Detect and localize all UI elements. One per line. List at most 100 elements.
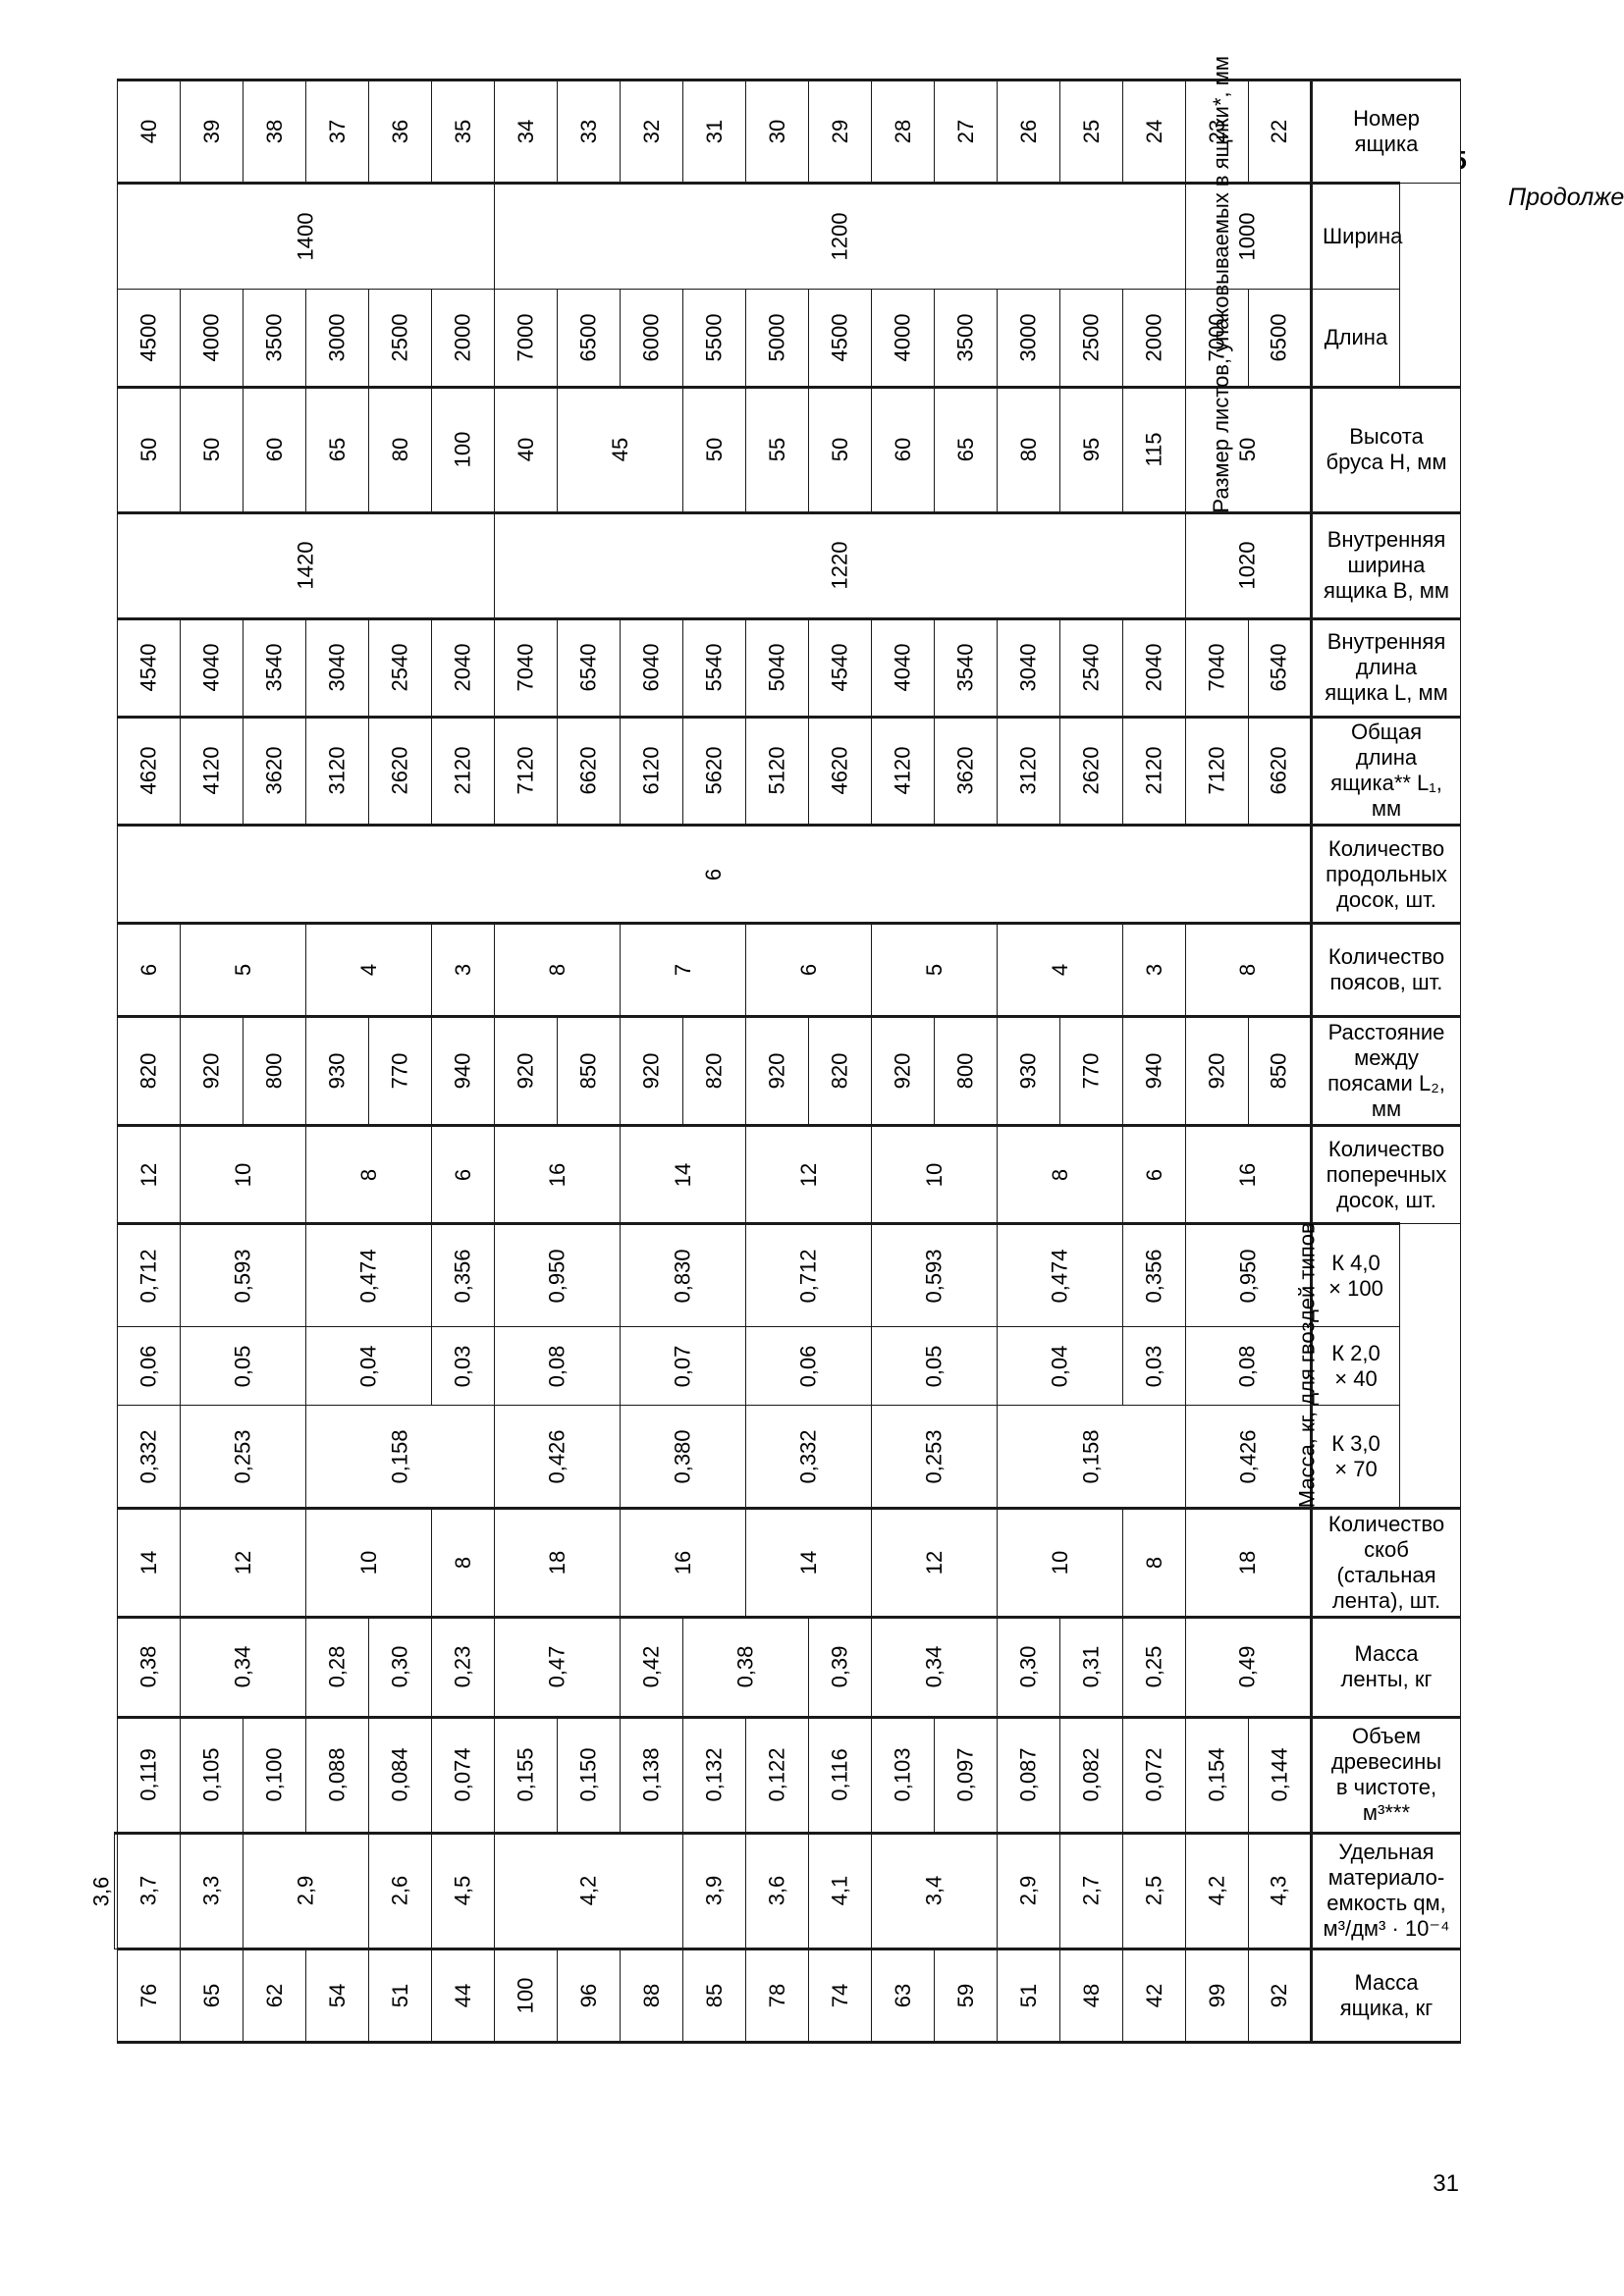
cell: 0,05 <box>871 1326 998 1406</box>
cell: 8 <box>431 1508 495 1618</box>
rotated-table-block: Продолжение таблицы Г.1 Масса ящика, кг … <box>89 56 1624 2044</box>
cell: 920 <box>745 1016 809 1126</box>
cell: 18 <box>494 1508 621 1618</box>
cell: 32 <box>620 80 683 184</box>
cell: 0,084 <box>368 1717 432 1834</box>
cell: 0,04 <box>997 1326 1123 1406</box>
table-row: Размер листов, упаковываемых в ящики*, м… <box>115 56 1461 512</box>
cell: 7040 <box>1185 618 1249 718</box>
cell: 3 <box>1122 923 1186 1017</box>
cell: 45 <box>557 387 683 513</box>
page-number: 31 <box>1433 2170 1459 2197</box>
cell: 0,42 <box>620 1617 683 1718</box>
cell: 6 <box>117 923 181 1017</box>
cell: 0,132 <box>682 1717 746 1834</box>
cell: 26 <box>997 80 1060 184</box>
cell: 50 <box>1185 387 1312 513</box>
cell: 0,49 <box>1185 1617 1312 1718</box>
cell: 65 <box>934 387 998 513</box>
row-label-long-boards: Количество продольных досок, шт. <box>1311 825 1461 924</box>
cell: 3,6 <box>745 1833 809 1949</box>
cell: 5 <box>180 923 306 1017</box>
cell: 7 <box>620 923 746 1017</box>
cell: 6040 <box>620 618 683 718</box>
cell: 74 <box>808 1949 872 2043</box>
cell: 6120 <box>620 717 683 826</box>
cell: 7040 <box>494 618 558 718</box>
cell: 4,3 <box>1248 1833 1312 1949</box>
cell: 6620 <box>1248 717 1312 826</box>
cell: 2040 <box>431 618 495 718</box>
cell: 0,712 <box>745 1223 872 1327</box>
cell: 5 <box>871 923 998 1017</box>
cell: 0,23 <box>431 1617 495 1718</box>
cell: 0,103 <box>871 1717 935 1834</box>
cell: 40 <box>494 387 558 513</box>
cell: 100 <box>431 387 495 513</box>
cell: 2000 <box>1122 289 1186 388</box>
cell: 8 <box>1122 1508 1186 1618</box>
cell: 39 <box>180 80 244 184</box>
table-caption: Продолжение таблицы Г.1 <box>1508 184 1624 211</box>
cell: 3540 <box>243 618 306 718</box>
cell: 14 <box>620 1125 746 1224</box>
table-row: Высота бруса H, мм 50 115 95 80 65 60 50… <box>115 387 1461 513</box>
cell: 3540 <box>934 618 998 718</box>
cell: 8 <box>494 923 621 1017</box>
cell: 6000 <box>620 289 683 388</box>
row-label-staples-count: Количество скоб (стальная лента), шт. <box>1311 1508 1461 1618</box>
cell: 0,119 <box>117 1717 181 1834</box>
cell: 770 <box>1059 1016 1123 1126</box>
cell: 0,30 <box>997 1617 1060 1718</box>
cell: 0,474 <box>305 1223 432 1327</box>
cell: 76 <box>117 1949 181 2043</box>
cell: 820 <box>117 1016 181 1126</box>
cell: 2500 <box>368 289 432 388</box>
cell: 920 <box>1185 1016 1249 1126</box>
cell: 0,356 <box>431 1223 495 1327</box>
cell: 0,105 <box>180 1717 244 1834</box>
cell: 12 <box>180 1508 306 1618</box>
cell: 0,138 <box>620 1717 683 1834</box>
cell: 0,426 <box>494 1405 621 1509</box>
cell: 0,08 <box>494 1326 621 1406</box>
cell: 2540 <box>1059 618 1123 718</box>
cell: 0,47 <box>494 1617 621 1718</box>
cell: 930 <box>305 1016 369 1126</box>
cell: 0,082 <box>1059 1717 1123 1834</box>
cell: 6 <box>745 923 872 1017</box>
cell: 3000 <box>997 289 1060 388</box>
row-label-tape-mass: Масса ленты, кг <box>1311 1617 1461 1718</box>
table-row: К 2,0 × 40 0,08 0,03 0,04 0,05 0,06 0,07 0,08 0… <box>115 1326 1461 1406</box>
cell: 4,2 <box>1185 1833 1249 1949</box>
cell: 92 <box>1248 1949 1312 2043</box>
cell: 10 <box>997 1508 1123 1618</box>
row-label-total-length: Общая длина ящика** L₁, мм <box>1311 717 1461 826</box>
cell: 3,7 <box>117 1833 181 1949</box>
cell: 8 <box>997 1125 1123 1224</box>
cell: 6 <box>431 1125 495 1224</box>
cell: 16 <box>1185 1125 1312 1224</box>
cell: 1220 <box>494 512 1186 619</box>
cell: 18 <box>1185 1508 1312 1618</box>
cell: 0,05 <box>180 1326 306 1406</box>
cell: 14 <box>117 1508 181 1618</box>
cell: 8 <box>1185 923 1312 1017</box>
table-row: Номер ящика 22 23 24 25 26 27 28 29 30 3… <box>115 80 1461 184</box>
cell: 4000 <box>871 289 935 388</box>
cell: 0,097 <box>934 1717 998 1834</box>
cell: 60 <box>871 387 935 513</box>
cell: 0,087 <box>997 1717 1060 1834</box>
cell: 50 <box>117 387 181 513</box>
cell: 820 <box>808 1016 872 1126</box>
cell: 2,9 <box>997 1833 1060 1949</box>
cell: 0,088 <box>305 1717 369 1834</box>
cell: 920 <box>620 1016 683 1126</box>
cell: 4,5 <box>431 1833 495 1949</box>
cell: 2000 <box>431 289 495 388</box>
cell: 5040 <box>745 618 809 718</box>
cell: 2540 <box>368 618 432 718</box>
cell: 35 <box>431 80 495 184</box>
cell: 38 <box>243 80 306 184</box>
cell: 28 <box>871 80 935 184</box>
